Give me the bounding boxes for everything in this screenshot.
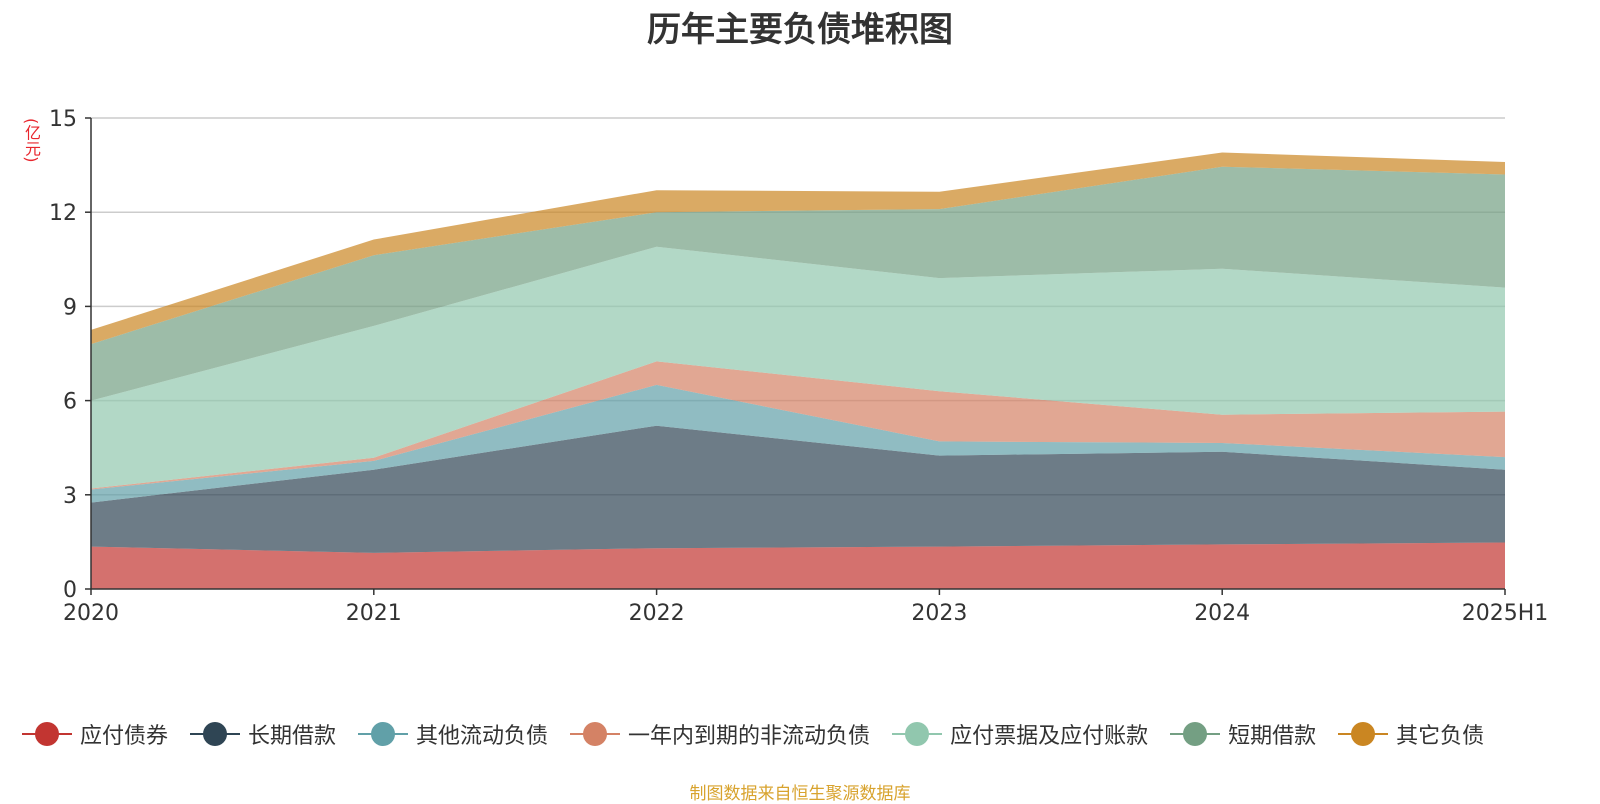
y-axis-unit-label: (亿元) bbox=[22, 118, 41, 163]
area-series-4 bbox=[91, 246, 1505, 489]
x-tick-label-1: 2021 bbox=[346, 601, 402, 626]
y-tick-label-6: 6 bbox=[63, 390, 77, 415]
axes: 0 3 6 9 12 15 2020 2021 2022 2023 2024 2025H1 bbox=[49, 107, 1548, 626]
source-note: 制图数据来自恒生聚源数据库 bbox=[689, 784, 911, 804]
legend-item-6[interactable]: 其它负债 bbox=[1338, 718, 1484, 750]
legend-label: 其他流动负债 bbox=[416, 724, 549, 749]
area-series-2 bbox=[91, 384, 1505, 503]
legend-marker-icon bbox=[358, 721, 409, 747]
legend-label: 应付债券 bbox=[80, 724, 169, 749]
area-series-6 bbox=[91, 152, 1505, 345]
area-series bbox=[91, 152, 1505, 589]
legend-label: 其它负债 bbox=[1396, 724, 1485, 749]
y-tick-label-9: 9 bbox=[63, 295, 77, 320]
area-series-0 bbox=[91, 542, 1505, 589]
legend-item-0[interactable]: 应付债券 bbox=[22, 718, 168, 750]
legend-marker-icon bbox=[892, 721, 943, 747]
x-tick-label-5: 2025H1 bbox=[1462, 601, 1549, 626]
legend-item-2[interactable]: 其他流动负债 bbox=[358, 718, 548, 750]
y-tick-label-15: 15 bbox=[49, 107, 77, 132]
legend-marker-icon bbox=[1170, 721, 1221, 747]
y-tick-label-0: 0 bbox=[63, 578, 77, 603]
legend-marker-icon bbox=[1338, 721, 1389, 747]
legend-item-4[interactable]: 应付票据及应付账款 bbox=[892, 718, 1148, 750]
legend-item-5[interactable]: 短期借款 bbox=[1170, 718, 1316, 750]
legend-label: 长期借款 bbox=[248, 724, 337, 749]
legend-marker-icon bbox=[570, 721, 621, 747]
legend-marker-icon bbox=[22, 721, 72, 747]
x-tick-label-3: 2023 bbox=[911, 601, 967, 626]
legend-item-3[interactable]: 一年内到期的非流动负债 bbox=[570, 718, 870, 750]
area-series-5 bbox=[91, 166, 1505, 401]
area-series-1 bbox=[91, 425, 1505, 553]
x-tick-label-4: 2024 bbox=[1194, 601, 1250, 626]
x-tick-label-0: 2020 bbox=[63, 601, 119, 626]
legend-label: 应付票据及应付账款 bbox=[950, 724, 1149, 749]
legend-marker-icon bbox=[190, 721, 241, 747]
y-tick-label-3: 3 bbox=[63, 484, 77, 509]
legend: 应付债券 长期借款 其他流动负债 一年内到期的非流动负债 应付票据及应付账款 短期借款 其它… bbox=[22, 718, 1600, 750]
area-series-3 bbox=[91, 361, 1505, 490]
x-tick-label-2: 2022 bbox=[629, 601, 685, 626]
legend-label: 短期借款 bbox=[1228, 724, 1317, 749]
legend-label: 一年内到期的非流动负债 bbox=[628, 724, 871, 749]
legend-item-1[interactable]: 长期借款 bbox=[190, 718, 336, 750]
y-tick-label-12: 12 bbox=[49, 201, 77, 226]
chart-title: 历年主要负债堆积图 bbox=[647, 10, 953, 50]
